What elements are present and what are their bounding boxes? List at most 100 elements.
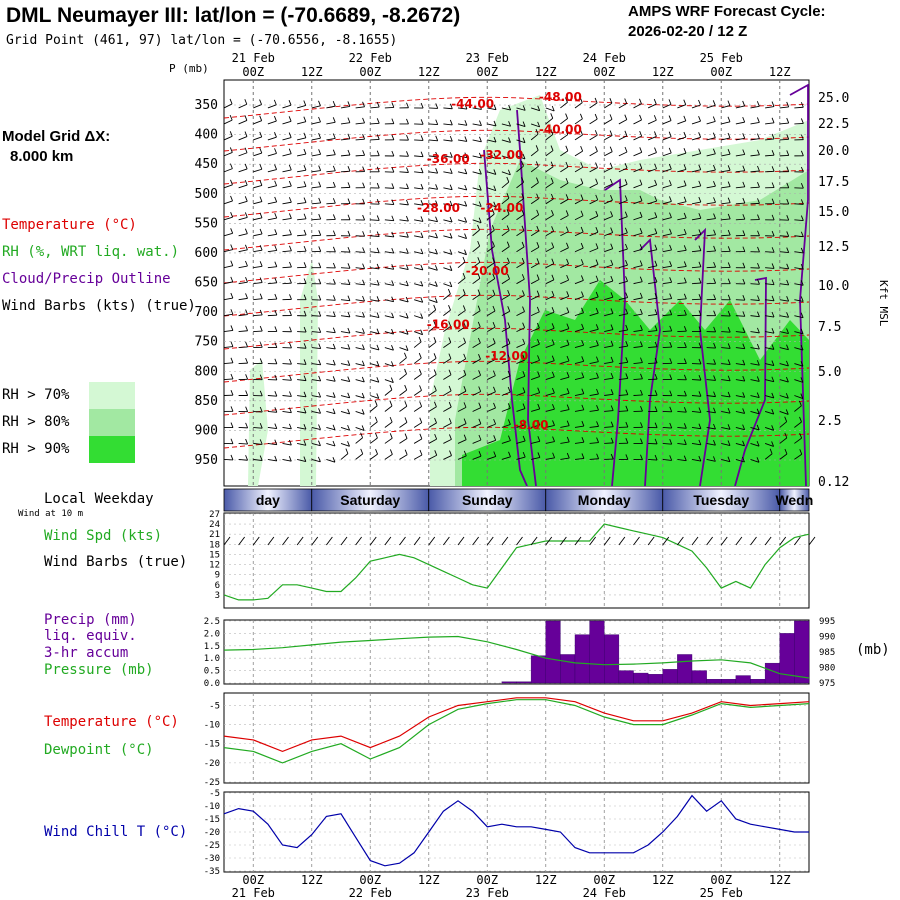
wind-barb-feather <box>639 147 643 153</box>
wind-barb-feather <box>244 163 248 170</box>
wind-barb-feather <box>318 197 322 204</box>
wind-barb <box>457 390 467 396</box>
pressure-tick: 800 <box>195 364 218 379</box>
wind-barb <box>253 282 263 285</box>
wind-barb-feather <box>303 456 307 462</box>
wind-barb-feather <box>244 131 248 137</box>
wind-barb-feather <box>404 433 408 439</box>
wind-barb-feather <box>345 448 349 454</box>
wind-barb <box>750 170 760 173</box>
wind-barb-feather <box>477 273 481 279</box>
wind-barb-feather <box>463 418 467 424</box>
wind-barb-feather <box>507 403 511 409</box>
wind-barb <box>530 166 539 173</box>
wind-barb <box>589 377 599 380</box>
wind-barb-feather <box>274 374 278 381</box>
wind-barb-feather <box>580 162 584 168</box>
wind-speed-panel-frame <box>223 512 810 609</box>
wind-barb-feather <box>566 452 570 459</box>
wind-barb-feather <box>522 153 526 160</box>
wind-barb <box>750 315 760 318</box>
top-time-tick: 00Z <box>593 65 615 79</box>
wind-barb-feather <box>800 263 804 270</box>
wind-barb-feather <box>727 229 731 236</box>
wind-barb-feather <box>507 338 511 344</box>
wind-barb <box>545 441 555 444</box>
wind-barb-feather <box>669 309 673 315</box>
wind-barb <box>560 198 569 205</box>
wind-barb <box>589 247 599 253</box>
wind-barb <box>750 411 760 415</box>
wind-barb-feather <box>713 375 716 381</box>
wind-barb-feather <box>565 129 569 135</box>
wind-barb <box>794 203 804 205</box>
wind-barb-feather <box>318 246 322 252</box>
wind-barb-feather <box>332 198 336 204</box>
wind-barb <box>223 184 233 189</box>
wind-barb <box>574 263 584 269</box>
wind-barb-feather <box>669 228 672 234</box>
wind-barb-feather <box>581 420 585 427</box>
wind-barb <box>223 103 233 109</box>
wind-barb-feather <box>405 248 409 254</box>
wind-barb-feather <box>230 179 233 185</box>
wind-barb <box>574 441 584 444</box>
precip-tick: 1.0 <box>204 654 220 664</box>
wind-barb-feather <box>245 293 248 299</box>
wind-barb-feather <box>347 408 351 415</box>
wind-barb-feather <box>610 356 614 363</box>
wind-barb-feather <box>362 133 366 140</box>
wind-barb-feather <box>609 114 613 120</box>
wind-barb <box>677 427 687 429</box>
wind-barb-feather <box>347 246 351 253</box>
wind-barb-feather <box>464 103 468 110</box>
precip-bar <box>560 654 576 684</box>
wind-barb-feather <box>230 309 234 315</box>
wind-barb-feather <box>522 435 526 442</box>
wind-barb-feather <box>625 438 629 444</box>
surface-wind-barb <box>764 536 772 546</box>
wind-barb <box>633 103 642 109</box>
wind-barb <box>779 235 789 237</box>
wind-barb-feather <box>566 339 570 345</box>
wind-barb <box>794 331 804 335</box>
wind-barb <box>589 425 599 428</box>
wind-barb <box>589 280 599 285</box>
wind-barb-feather <box>742 181 746 188</box>
wind-barb <box>764 427 774 431</box>
wind-barb-feather <box>391 361 394 367</box>
wind-speed-tick: 6 <box>215 581 220 591</box>
wind-barb <box>779 251 789 254</box>
wind-barb <box>516 230 525 237</box>
wind-barb <box>457 406 467 412</box>
wind-barb-feather <box>376 312 380 318</box>
wind-barb-feather <box>303 197 307 203</box>
wind-barb-feather <box>449 168 453 174</box>
wind-barb <box>355 395 365 399</box>
wind-barb-feather <box>376 328 380 334</box>
wind-barb <box>355 453 364 460</box>
wind-barb <box>574 280 584 285</box>
pressure-tick: 600 <box>195 246 218 261</box>
wind-barb-feather <box>625 243 628 250</box>
wind-barb <box>487 203 496 208</box>
wind-barb-feather <box>318 343 322 349</box>
wind-barb <box>647 135 657 141</box>
wind-barb-feather <box>420 264 424 271</box>
wind-barb <box>648 313 658 317</box>
wind-barb <box>604 312 614 317</box>
wind-barb <box>443 155 453 158</box>
wind-barb <box>779 363 789 367</box>
wind-barb <box>414 139 424 141</box>
wind-barb-feather <box>698 374 702 381</box>
wind-barb-feather <box>463 402 467 408</box>
wind-barb-feather <box>771 425 775 431</box>
wind-barb-feather <box>448 353 452 359</box>
wind-barb <box>545 344 555 349</box>
pressure-tick: 850 <box>195 394 218 409</box>
wind-barb-feather <box>289 326 292 332</box>
temperature-tick: -25 <box>204 778 220 788</box>
wind-barb-feather <box>624 162 628 169</box>
wind-barb <box>501 107 511 111</box>
wind-barb-feather <box>449 119 453 126</box>
